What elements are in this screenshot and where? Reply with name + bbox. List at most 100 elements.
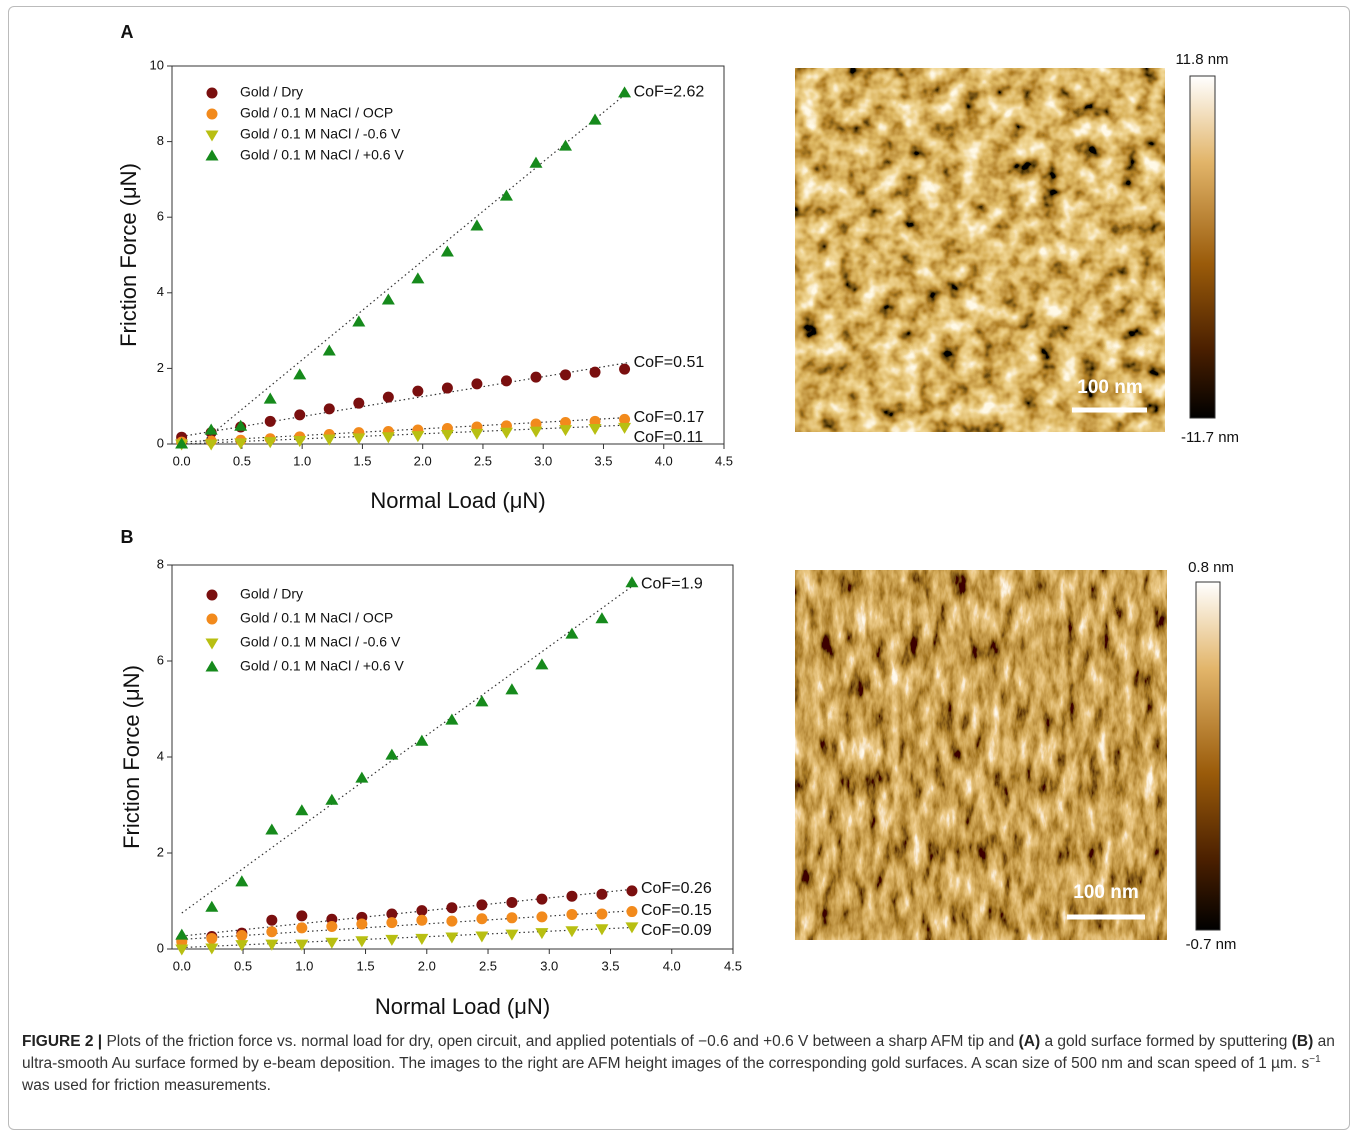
data-point bbox=[265, 939, 279, 951]
data-point bbox=[415, 734, 429, 746]
data-point bbox=[234, 438, 248, 450]
x-tick-label: 4.0 bbox=[663, 958, 681, 973]
data-point bbox=[445, 932, 459, 944]
data-point bbox=[386, 917, 398, 929]
data-point bbox=[595, 924, 609, 936]
caption-text: −1 bbox=[1309, 1053, 1321, 1065]
legend-label: Gold / 0.1 M NaCl / +0.6 V bbox=[240, 658, 404, 674]
data-point bbox=[626, 906, 638, 918]
x-tick-label: 0.0 bbox=[173, 453, 191, 468]
data-point bbox=[446, 915, 458, 927]
colorbar bbox=[1195, 581, 1221, 931]
scale-bar-label: 100 nm bbox=[1073, 882, 1138, 903]
annotation: CoF=0.15 bbox=[641, 902, 712, 919]
legend-label: Gold / Dry bbox=[240, 586, 303, 602]
x-tick-label: 2.0 bbox=[414, 453, 432, 468]
x-tick-label: 1.0 bbox=[293, 453, 311, 468]
trend-line bbox=[181, 362, 628, 438]
data-point bbox=[205, 900, 219, 912]
data-point bbox=[325, 937, 339, 949]
x-axis-label: Normal Load (μN) bbox=[370, 488, 545, 513]
data-point bbox=[415, 933, 429, 945]
data-point bbox=[381, 293, 395, 305]
plot-frame bbox=[171, 65, 725, 445]
trend-line bbox=[181, 910, 636, 940]
data-point bbox=[263, 437, 277, 449]
data-point bbox=[535, 658, 549, 670]
data-point bbox=[625, 922, 639, 934]
data-point bbox=[386, 908, 398, 920]
caption-text: (A) bbox=[1018, 1033, 1041, 1050]
legend-marker bbox=[205, 149, 219, 161]
data-point bbox=[445, 713, 459, 725]
data-point bbox=[204, 439, 218, 451]
data-point bbox=[440, 430, 454, 442]
legend-label: Gold / Dry bbox=[240, 84, 303, 100]
annotation: CoF=0.09 bbox=[641, 922, 712, 939]
x-tick-label: 4.5 bbox=[724, 958, 742, 973]
y-tick-label: 0 bbox=[157, 435, 164, 450]
legend-marker bbox=[206, 589, 218, 601]
x-axis-label: Normal Load (μN) bbox=[375, 994, 550, 1019]
data-point bbox=[475, 931, 489, 943]
data-point bbox=[296, 922, 308, 934]
data-point bbox=[293, 436, 307, 448]
data-point bbox=[175, 928, 189, 940]
x-tick-label: 2.0 bbox=[418, 958, 436, 973]
scale-bar-label: 100 nm bbox=[1077, 377, 1142, 398]
y-tick-label: 2 bbox=[157, 360, 164, 375]
caption-text: an ultra-smooth Au surface formed by e-b… bbox=[22, 1033, 1335, 1072]
data-point bbox=[565, 926, 579, 938]
x-tick-label: 2.5 bbox=[479, 958, 497, 973]
x-tick-label: 1.0 bbox=[295, 958, 313, 973]
data-point bbox=[506, 896, 518, 908]
data-point bbox=[204, 423, 218, 435]
data-point bbox=[475, 695, 489, 707]
y-tick-label: 10 bbox=[150, 57, 164, 72]
x-tick-label: 3.0 bbox=[534, 453, 552, 468]
data-point bbox=[499, 427, 513, 439]
legend-marker bbox=[205, 130, 219, 142]
panel-label: B bbox=[121, 527, 134, 547]
caption: FIGURE 2 | Plots of the friction force v… bbox=[22, 1031, 1344, 1097]
data-point bbox=[588, 423, 602, 436]
colorbar-max: 11.8 nm bbox=[1175, 51, 1228, 68]
data-point bbox=[559, 425, 573, 437]
data-point bbox=[565, 627, 579, 639]
data-point bbox=[323, 403, 335, 415]
data-point bbox=[440, 245, 454, 257]
data-point bbox=[596, 908, 608, 920]
data-point bbox=[264, 415, 276, 427]
legend-marker bbox=[206, 87, 218, 99]
data-point bbox=[499, 189, 513, 201]
x-tick-label: 0.5 bbox=[234, 958, 252, 973]
x-tick-label: 3.0 bbox=[540, 958, 558, 973]
x-tick-label: 3.5 bbox=[594, 453, 612, 468]
data-point bbox=[596, 888, 608, 900]
legend-marker bbox=[206, 613, 218, 625]
data-point bbox=[411, 431, 425, 443]
legend-marker bbox=[205, 638, 219, 650]
legend-marker bbox=[206, 108, 218, 120]
x-tick-label: 1.5 bbox=[356, 958, 374, 973]
legend-label: Gold / 0.1 M NaCl / -0.6 V bbox=[240, 634, 401, 650]
data-point bbox=[589, 366, 601, 378]
data-point bbox=[205, 943, 219, 955]
data-point bbox=[506, 912, 518, 924]
data-point bbox=[446, 902, 458, 914]
data-point bbox=[619, 363, 631, 375]
data-point bbox=[293, 368, 307, 380]
legend-marker bbox=[205, 660, 219, 672]
data-point bbox=[265, 823, 279, 835]
y-tick-label: 0 bbox=[157, 940, 164, 955]
trend-line bbox=[181, 583, 636, 914]
caption-text: (B) bbox=[1291, 1033, 1314, 1050]
data-point bbox=[412, 385, 424, 397]
data-point bbox=[535, 928, 549, 940]
y-axis-label: Friction Force (μN) bbox=[119, 665, 144, 849]
data-point bbox=[416, 905, 428, 917]
data-point bbox=[263, 392, 277, 404]
data-point bbox=[476, 899, 488, 911]
data-point bbox=[625, 576, 639, 588]
data-point bbox=[619, 413, 631, 425]
